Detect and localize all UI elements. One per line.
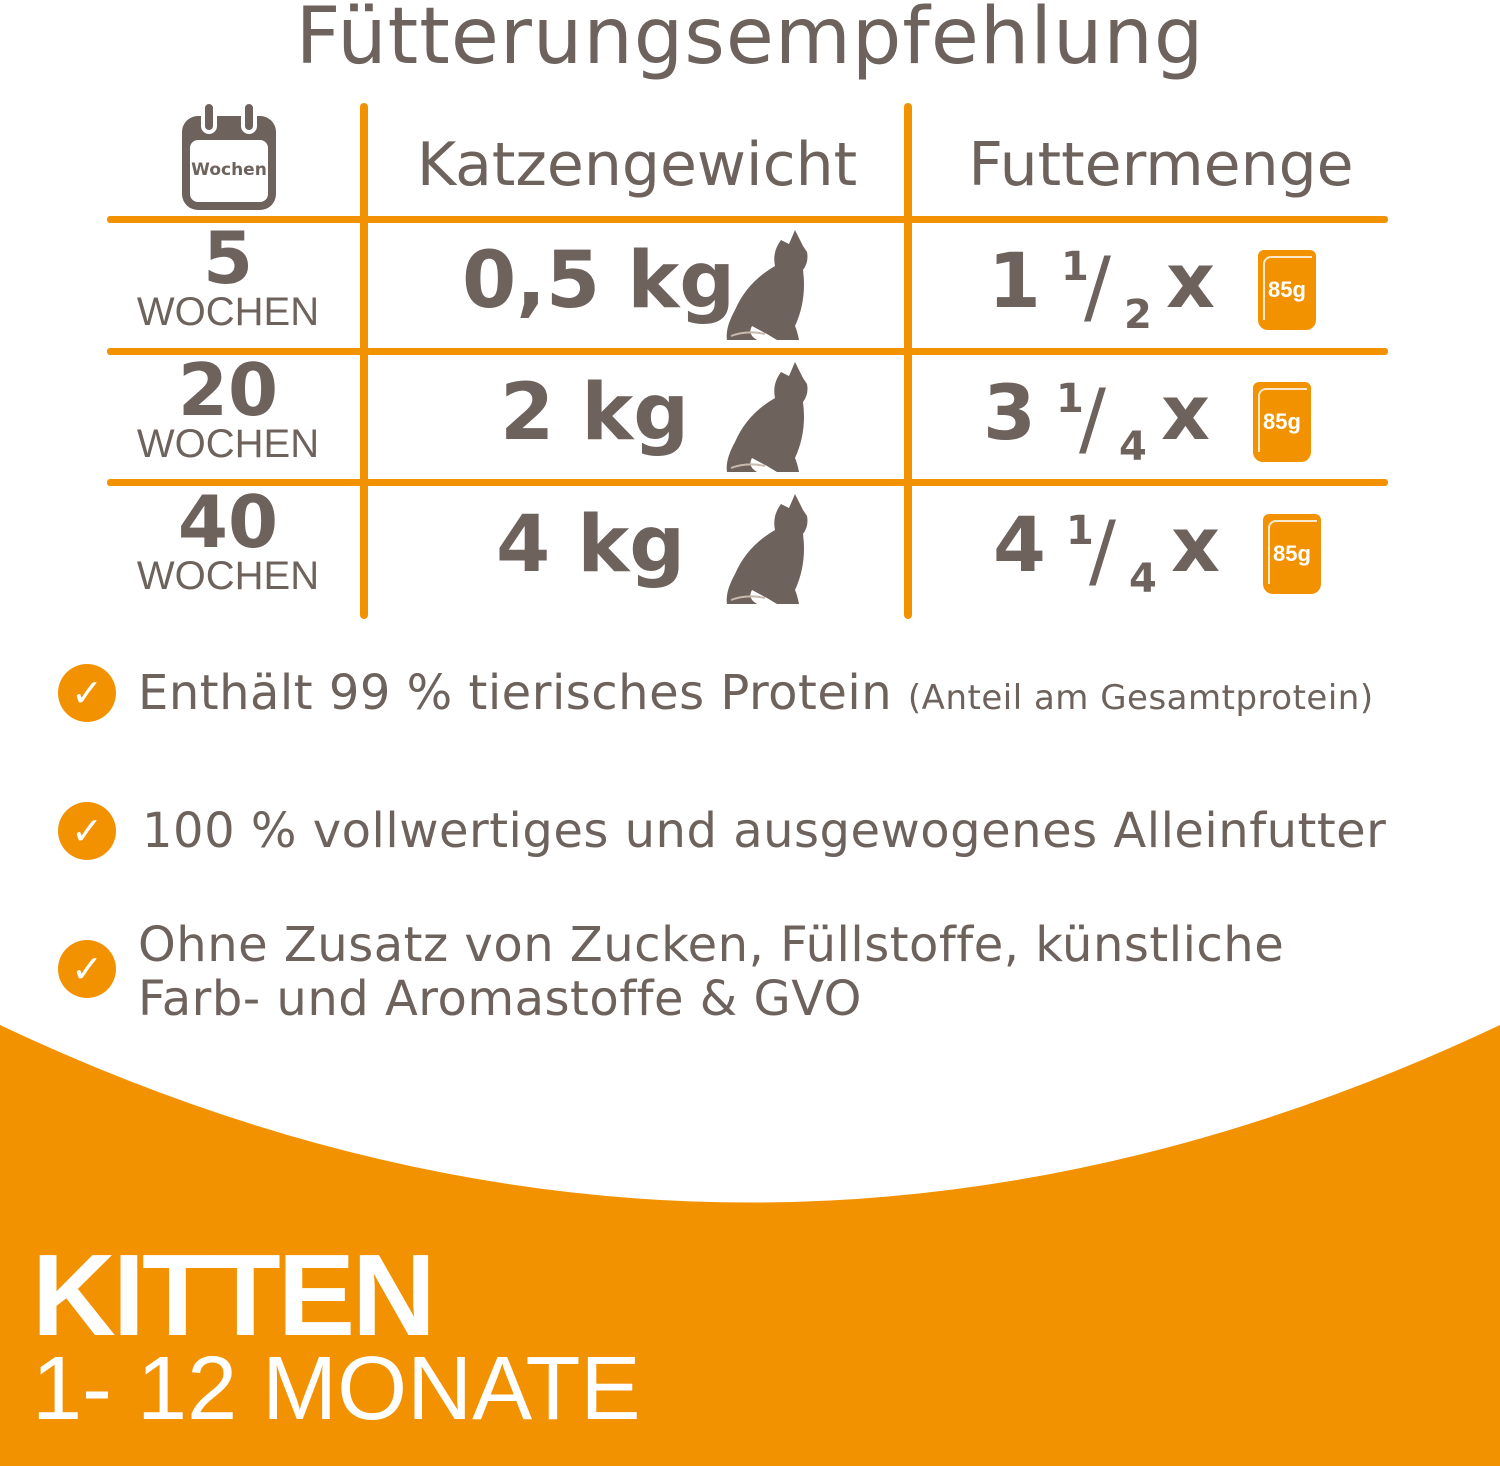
bullet-text: Enthält 99 % tierisches Protein bbox=[138, 665, 893, 721]
table-row-amount: 4 1 / 4 x 85g bbox=[916, 490, 1386, 610]
calendar-icon: Wochen bbox=[180, 100, 278, 212]
cat-icon bbox=[717, 362, 812, 476]
bullet-line: Ohne Zusatz von Zucken, Füllstoffe, küns… bbox=[138, 917, 1285, 973]
column-divider bbox=[360, 103, 368, 619]
table-row-weeks: 40 WOCHEN bbox=[110, 480, 346, 598]
check-icon: ✓ bbox=[58, 802, 116, 860]
bullet-no-additives: Ohne Zusatz von Zucken, Füllstoffe, küns… bbox=[138, 918, 1284, 1026]
pouch-85g-icon: 85g bbox=[1258, 250, 1316, 330]
table-row-weight: 4 kg bbox=[372, 494, 902, 610]
weight-value: 2 kg bbox=[500, 368, 690, 458]
amount-denominator: 4 bbox=[1129, 556, 1157, 602]
amount-times: x bbox=[1171, 500, 1221, 589]
bullet-line: Farb- und Aromastoffe & GVO bbox=[138, 971, 862, 1027]
table-row-weight: 0,5 kg bbox=[372, 230, 902, 346]
table-row-weight: 2 kg bbox=[372, 362, 902, 478]
weeks-label: WOCHEN bbox=[136, 554, 320, 598]
amount-whole: 4 bbox=[993, 500, 1046, 589]
banner-subtitle: 1- 12 MONATE bbox=[32, 1339, 641, 1439]
fraction-slash: / bbox=[1079, 372, 1106, 465]
row-divider bbox=[107, 479, 1388, 486]
row-divider bbox=[107, 348, 1388, 355]
weeks-number: 40 bbox=[177, 480, 279, 564]
table-row-weeks: 5 WOCHEN bbox=[110, 216, 346, 334]
fraction-slash: / bbox=[1084, 240, 1111, 333]
amount-whole: 3 bbox=[983, 368, 1036, 457]
table-row-amount: 1 1 / 2 x 85g bbox=[916, 226, 1386, 346]
bullet-note: (Anteil am Gesamtprotein) bbox=[907, 678, 1374, 718]
pouch-85g-icon: 85g bbox=[1263, 514, 1321, 594]
weeks-number: 20 bbox=[177, 348, 279, 432]
bullet-complete-food: 100 % vollwertiges und ausgewogenes Alle… bbox=[142, 803, 1387, 859]
amount-numerator: 1 bbox=[1056, 376, 1084, 422]
calendar-label: Wochen bbox=[191, 160, 267, 180]
bullet-protein: Enthält 99 % tierisches Protein (Anteil … bbox=[138, 666, 1374, 725]
amount-whole: 1 bbox=[988, 236, 1041, 325]
check-icon: ✓ bbox=[58, 940, 116, 998]
weeks-label: WOCHEN bbox=[136, 290, 320, 334]
cat-icon bbox=[717, 494, 812, 608]
banner-title: KITTEN bbox=[32, 1230, 436, 1360]
header-weight: Katzengewicht bbox=[416, 130, 858, 200]
table-row-weeks: 20 WOCHEN bbox=[110, 348, 346, 466]
amount-denominator: 4 bbox=[1119, 424, 1147, 470]
weeks-number: 5 bbox=[202, 216, 254, 300]
amount-numerator: 1 bbox=[1066, 508, 1094, 554]
fraction-slash: / bbox=[1089, 504, 1116, 597]
weight-value: 4 kg bbox=[496, 500, 686, 590]
pouch-85g-icon: 85g bbox=[1253, 382, 1311, 462]
amount-times: x bbox=[1166, 236, 1216, 325]
weight-value: 0,5 kg bbox=[462, 236, 736, 326]
header-amount: Futtermenge bbox=[968, 130, 1354, 200]
column-divider bbox=[904, 103, 912, 619]
amount-times: x bbox=[1161, 368, 1211, 457]
page-title: Fütterungsempfehlung bbox=[295, 0, 1205, 82]
amount-denominator: 2 bbox=[1124, 292, 1152, 338]
row-divider bbox=[107, 216, 1388, 223]
amount-numerator: 1 bbox=[1061, 244, 1089, 290]
weeks-label: WOCHEN bbox=[136, 422, 320, 466]
cat-icon bbox=[717, 230, 812, 344]
check-icon: ✓ bbox=[58, 664, 116, 722]
table-row-amount: 3 1 / 4 x 85g bbox=[916, 358, 1386, 478]
